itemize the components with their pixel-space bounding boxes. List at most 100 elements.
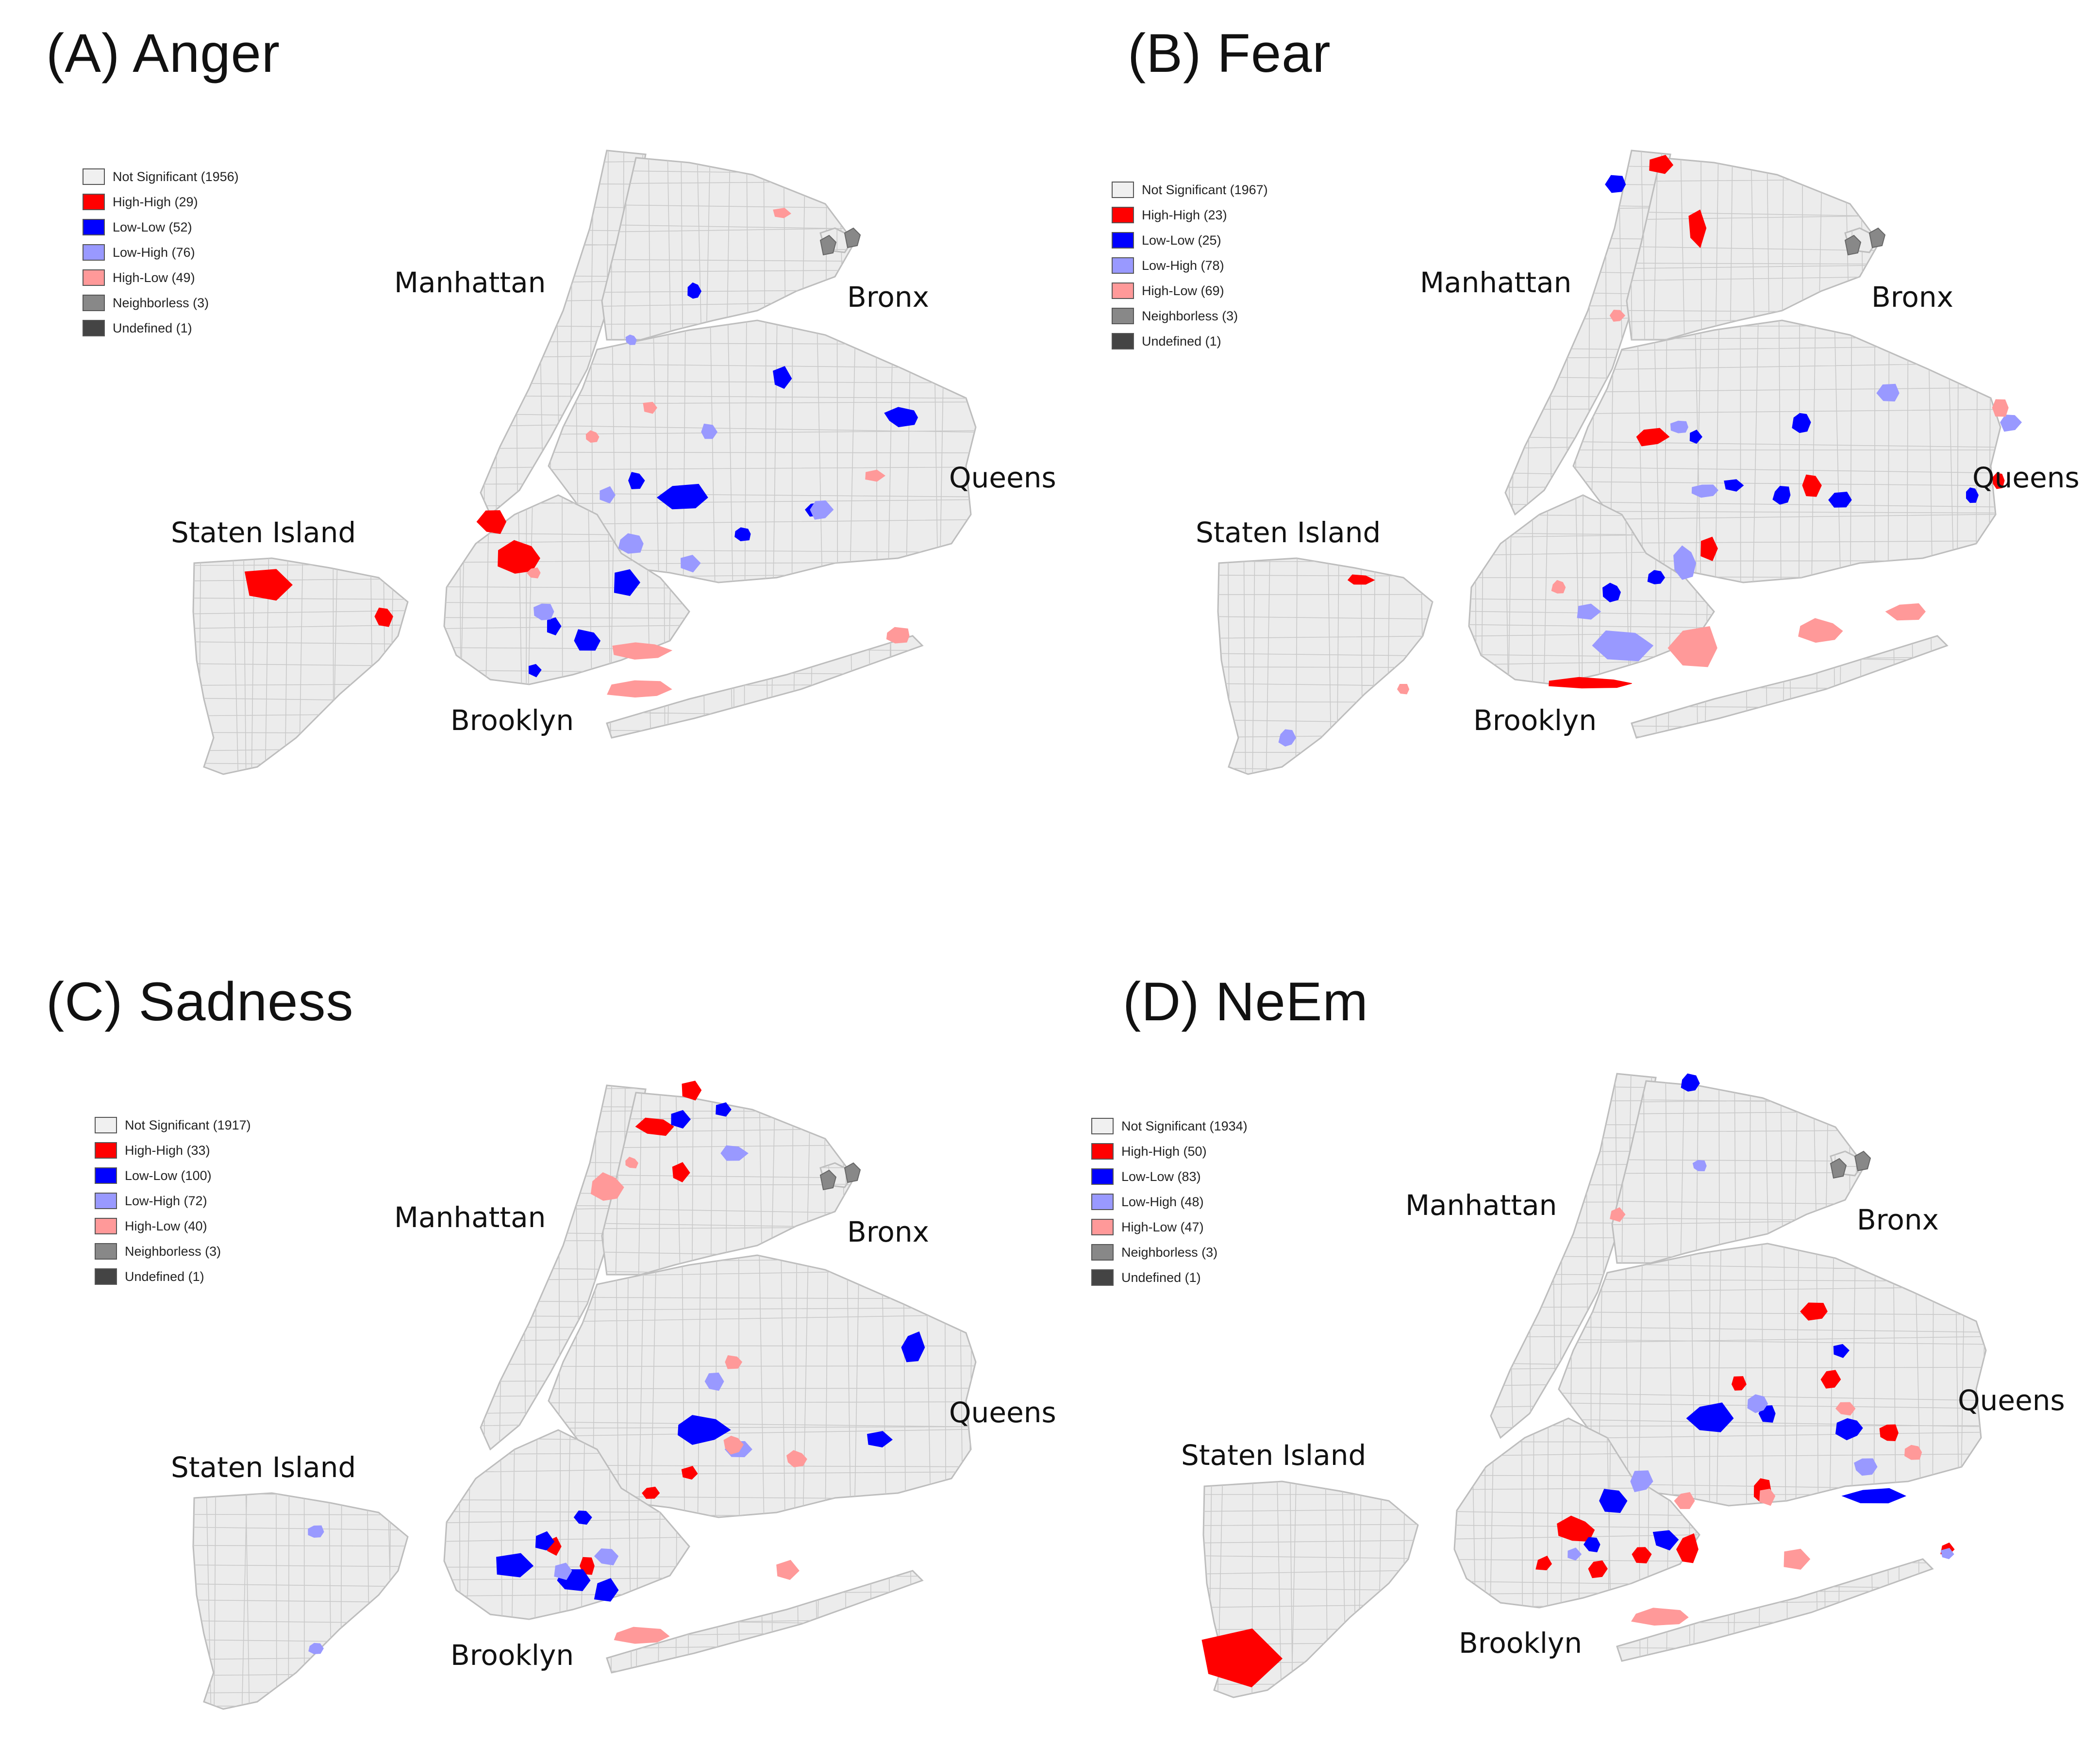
low-low-tract [573,1510,592,1525]
legend-item-low-low: Low-Low (52) [83,215,239,240]
high-low-tract [625,1157,638,1169]
high-low-tract [614,1627,670,1644]
low-low-tract [1792,413,1811,433]
legend-item-not-significant: Not Significant (1934) [1091,1113,1248,1139]
legend-item-low-low: Low-Low (83) [1091,1164,1248,1189]
high-low-tract [886,627,910,644]
high-high-tract [1535,1556,1552,1571]
legend-label: Low-High (78) [1142,258,1224,273]
high-low-tract [526,567,541,579]
high-high-tract [1632,1547,1652,1563]
legend-label: Undefined (1) [1142,333,1221,349]
high-low-tract [1631,1608,1689,1626]
borough-label-manhattan: Manhattan [1420,266,1572,299]
low-low-tract [671,1110,691,1129]
legend-swatch [1112,282,1134,299]
legend-item-not-significant: Not Significant (1967) [1112,177,1268,202]
low-high-tract [1278,729,1297,747]
legend-item-high-low: High-Low (69) [1112,278,1268,303]
high-low-tract [1835,1402,1856,1416]
legend-label: Undefined (1) [113,320,192,335]
legend-item-low-low: Low-Low (25) [1112,228,1268,253]
nyc-map [192,1080,977,1710]
borough-label-staten-island: Staten Island [171,516,356,549]
borough-label-brooklyn: Brooklyn [450,704,574,737]
high-low-tract [1992,399,2009,417]
legend-swatch [1112,182,1134,198]
low-low-tract [1681,1073,1700,1092]
legend-label: Not Significant (1967) [1142,182,1268,197]
legend-label: High-High (50) [1121,1144,1207,1159]
high-low-tract [1397,684,1410,695]
legend-label: Low-Low (100) [125,1168,212,1183]
low-low-tract [614,569,641,596]
low-low-tract [678,1415,731,1445]
borough-label-brooklyn: Brooklyn [1459,1627,1583,1660]
low-high-tract [1577,603,1601,620]
legend-swatch [1091,1219,1114,1235]
borough-label-queens: Queens [949,1396,1056,1429]
high-high-tract [1731,1376,1747,1391]
high-high-tract [642,1486,660,1499]
legend-swatch [95,1268,117,1285]
low-high-tract [625,334,637,345]
legend-swatch [1112,333,1134,349]
high-low-tract [1674,1492,1695,1509]
legend-item-not-significant: Not Significant (1956) [83,164,239,189]
high-high-tract [1800,1302,1828,1321]
borough-shape-staten [1217,557,1433,775]
legend-item-undefined: Undefined (1) [1112,329,1268,354]
legend-item-low-high: Low-High (72) [95,1188,251,1213]
legend-label: High-Low (69) [1142,283,1224,298]
high-low-tract [865,469,886,482]
low-low-tract [574,629,601,651]
low-high-tract [1670,420,1688,433]
borough-shape-rockaway [1616,1558,1934,1662]
high-high-tract [1688,209,1707,249]
borough-label-staten-island: Staten Island [1181,1439,1367,1472]
high-low-tract [1904,1445,1922,1460]
high-high-tract [1636,428,1670,447]
legend-item-high-high: High-High (33) [95,1138,251,1163]
borough-shape-brooklyn [1468,494,1715,685]
tract-grid [444,495,689,684]
neighborless-tract [1830,1158,1847,1179]
panel-title: (C) Sadness [46,971,354,1032]
nyc-map [1201,1073,1987,1698]
borough-label-bronx: Bronx [847,281,929,314]
legend-item-undefined: Undefined (1) [1091,1265,1248,1290]
low-low-tract [1835,1418,1863,1441]
high-high-tract [1588,1560,1608,1578]
legend-label: Low-Low (25) [1142,233,1221,248]
low-low-tract [1647,570,1666,584]
high-low-tract [1885,603,1926,621]
high-high-tract [681,1466,698,1480]
legend-label: Neighborless (3) [1142,308,1238,323]
low-low-tract [547,617,562,636]
low-low-tract [528,664,542,678]
low-high-tract [1630,1470,1653,1493]
low-low-tract [594,1578,619,1602]
borough-label-bronx: Bronx [1871,281,1953,314]
borough-shape-rockaway [606,635,924,739]
high-low-tract [612,642,673,660]
legend-label: Neighborless (3) [1121,1245,1218,1260]
low-low-tract [1605,175,1626,193]
panel-title: (B) Fear [1128,23,1331,83]
low-high-tract [554,1562,572,1580]
neighborless-tract [844,227,861,249]
low-low-tract [716,1102,732,1117]
neighborless-tract [1844,234,1862,256]
low-low-tract [1828,491,1852,508]
map-legend: Not Significant (1934) High-High (50) Lo… [1091,1113,1248,1290]
low-high-tract [1592,630,1654,662]
low-low-tract [656,483,708,510]
high-low-tract [773,207,792,218]
legend-swatch [95,1243,117,1260]
panel-fear: (B) Fear Not Significant (1967) High-Hig… [1050,0,2100,880]
legend-item-low-high: Low-High (76) [83,240,239,265]
panel-title: (D) NeEm [1123,971,1368,1032]
panel-neem: (D) NeEm Not Significant (1934) High-Hig… [1050,880,2100,1761]
high-high-tract [476,510,507,534]
legend-item-low-low: Low-Low (100) [95,1163,251,1188]
